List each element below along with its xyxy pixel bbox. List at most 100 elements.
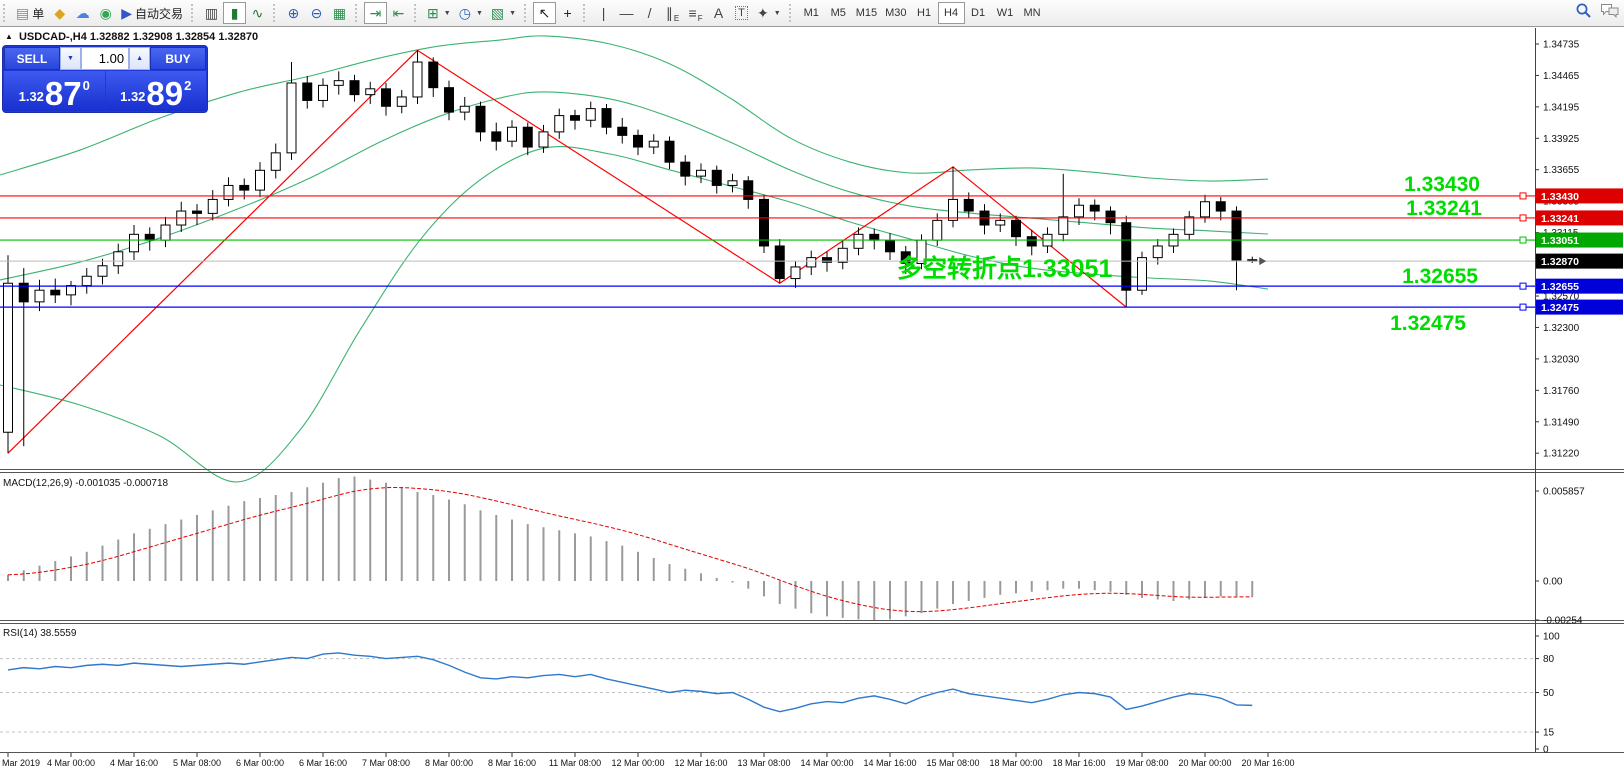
label-glyph: T [735, 6, 748, 20]
candlestick-chart-button[interactable]: ▮ [223, 2, 247, 24]
one-click-trading-panel: SELL ▼ ▲ BUY 1.32 87 0 1.32 89 2 [2, 45, 208, 113]
candle [50, 289, 61, 296]
dropdown-caret-icon[interactable]: ▼ [475, 9, 483, 17]
hline-handle[interactable] [1519, 282, 1527, 290]
arrows-button[interactable]: ✦ ▼ [753, 2, 785, 24]
price-tick-label: 1.32570 [1543, 292, 1580, 303]
dropdown-caret-icon[interactable]: ▼ [443, 9, 451, 17]
candle [81, 275, 92, 287]
hline-handle[interactable] [1519, 303, 1527, 311]
candle [1026, 236, 1037, 247]
rsi-panel: RSI(14) 38.5559 100 80 50 15 0 [0, 628, 1560, 756]
candle [97, 265, 108, 277]
toolbar-grip [355, 4, 360, 22]
candle [318, 84, 328, 101]
auto-scroll-button[interactable]: ⇥ [364, 2, 388, 24]
horizontal-line-button[interactable]: — [615, 2, 638, 24]
label-button[interactable]: T [730, 2, 753, 24]
candle [522, 126, 533, 148]
chart-area[interactable]: 1.347351.344651.341951.339251.336551.333… [0, 28, 1624, 775]
timeframe-w1-button[interactable]: W1 [992, 2, 1019, 24]
bollinger-bands [0, 35, 1269, 483]
candle [790, 266, 801, 280]
hline-handle[interactable] [1519, 214, 1527, 222]
timeframe-m30-button[interactable]: M30 [881, 2, 910, 24]
current-bar-arrow [1259, 257, 1267, 266]
candle [1121, 222, 1132, 291]
community-cloud-icon-button[interactable]: ☁ [71, 2, 94, 24]
trendline-button[interactable]: / [638, 2, 661, 24]
green-price-annotation: 1.33430 [1404, 173, 1480, 196]
market-icon-button[interactable]: ◆ [48, 2, 71, 24]
vertical-line-button[interactable]: | [592, 2, 615, 24]
channel-button[interactable]: ∥ E [661, 2, 684, 24]
price-tick-label: 1.31490 [1543, 417, 1580, 428]
timeframe-mn-button[interactable]: MN [1019, 2, 1046, 24]
new-order-button[interactable]: ▤ 单 [12, 2, 48, 24]
candle [885, 239, 895, 253]
periods-button[interactable]: ◷ ▼ [455, 2, 487, 24]
timeframe-m15-button[interactable]: M15 [852, 2, 881, 24]
timeframe-m5-button[interactable]: M5 [825, 2, 852, 24]
candle [585, 108, 596, 121]
bar-chart-button[interactable]: ▥ [200, 2, 223, 24]
horizontal-line-objects [0, 192, 1535, 311]
volume-decrease-button[interactable]: ▼ [60, 47, 81, 70]
zoom-out-button[interactable]: ⊖ [305, 2, 328, 24]
svg-text:1.33241: 1.33241 [1541, 213, 1579, 225]
trendline-glyph: / [647, 5, 652, 21]
chart-shift-button[interactable]: ⇤ [387, 2, 410, 24]
candle [144, 233, 155, 241]
timeframe-m1-button[interactable]: M1 [798, 2, 825, 24]
templates-button[interactable]: ▧ ▼ [487, 2, 520, 24]
price-tick-label: 1.32030 [1543, 354, 1580, 365]
candle [129, 233, 139, 253]
timeframe-h4-button[interactable]: H4 [937, 2, 965, 24]
indicators-button[interactable]: ⊞ ▼ [423, 2, 455, 24]
buy-price[interactable]: 1.32 89 2 [105, 71, 206, 111]
text-button[interactable]: A [707, 2, 730, 24]
rsi-label: RSI(14) 38.5559 [3, 628, 77, 639]
chat-icon[interactable] [1600, 2, 1620, 24]
hline-handle[interactable] [1519, 236, 1527, 244]
volume-input[interactable] [80, 47, 130, 70]
crosshair-button[interactable]: + [556, 2, 579, 24]
candlestick-chart-glyph: ▮ [230, 5, 239, 21]
candle [34, 289, 45, 303]
time-tick-label: 5 Mar 08:00 [173, 758, 221, 768]
time-axis: Mar 2019 4 Mar 00:00 4 Mar 16:00 5 Mar 08:0… [2, 753, 1295, 768]
cursor-button[interactable]: ↖ [533, 2, 557, 24]
search-icon[interactable] [1575, 2, 1592, 24]
text-glyph: A [713, 5, 724, 21]
svg-text:1.33051: 1.33051 [1541, 235, 1579, 247]
time-tick-label: 6 Mar 00:00 [236, 758, 284, 768]
fibonacci-button[interactable]: ≡ F [684, 2, 707, 24]
sell-price[interactable]: 1.32 87 0 [4, 71, 105, 111]
candle [286, 82, 297, 154]
macd-label: MACD(12,26,9) -0.001035 -0.000718 [3, 478, 169, 489]
hline-handle[interactable] [1519, 192, 1527, 200]
sell-button[interactable]: SELL [4, 47, 60, 70]
timeframe-d1-button[interactable]: D1 [965, 2, 992, 24]
trade-panel-collapse-icon[interactable]: ▲ [5, 32, 13, 41]
tile-windows-button[interactable]: ▦ [328, 2, 351, 24]
volume-increase-button[interactable]: ▲ [129, 47, 150, 70]
dropdown-caret-icon[interactable]: ▼ [509, 9, 517, 17]
buy-button[interactable]: BUY [150, 47, 206, 70]
timeframe-h1-button[interactable]: H1 [911, 2, 938, 24]
fibonacci-glyph: ≡ [688, 5, 697, 21]
arrows-glyph: ✦ [757, 5, 769, 21]
svg-text:1.32475: 1.32475 [1541, 302, 1579, 314]
candle [743, 180, 754, 200]
dropdown-caret-icon[interactable]: ▼ [773, 9, 781, 17]
channel-glyph: ∥ [665, 5, 673, 21]
time-tick-label: 6 Mar 16:00 [299, 758, 347, 768]
line-chart-button[interactable]: ∿ [246, 2, 269, 24]
zoom-in-button[interactable]: ⊕ [282, 2, 305, 24]
candle [1058, 216, 1069, 235]
bollinger-middle-band [0, 91, 1269, 281]
chart-symbol: USDCAD-,H4 [18, 31, 87, 43]
signals-icon-button[interactable]: ◉ [94, 2, 117, 24]
chart-canvas: 1.347351.344651.341951.339251.336551.333… [0, 28, 1624, 768]
autotrading-button[interactable]: ▶ 自动交易 [117, 2, 187, 24]
